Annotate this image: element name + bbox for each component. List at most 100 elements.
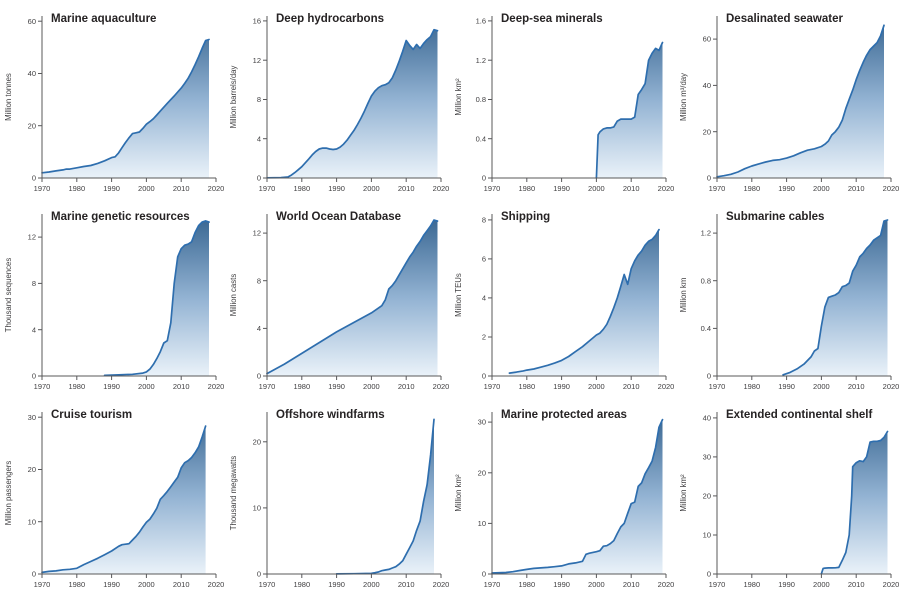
x-tick-label: 2020 bbox=[208, 184, 225, 193]
area-fill bbox=[509, 229, 659, 376]
x-tick-label: 1980 bbox=[293, 580, 310, 589]
x-tick-label: 2020 bbox=[208, 580, 225, 589]
x-tick-label: 1990 bbox=[103, 184, 120, 193]
x-tick-label: 2020 bbox=[883, 580, 900, 589]
y-tick-label: 0 bbox=[257, 174, 261, 183]
area-fill bbox=[104, 220, 209, 376]
y-axis-label: Million km² bbox=[454, 78, 463, 116]
chart-title: Extended continental shelf bbox=[726, 409, 872, 421]
y-tick-label: 0.8 bbox=[476, 95, 486, 104]
area-fill bbox=[596, 42, 663, 178]
x-tick-label: 2000 bbox=[138, 382, 155, 391]
y-tick-label: 30 bbox=[28, 413, 36, 422]
chart-title: Offshore windfarms bbox=[276, 409, 385, 421]
y-tick-label: 20 bbox=[703, 492, 711, 501]
y-tick-label: 20 bbox=[478, 468, 486, 477]
x-tick-label: 2020 bbox=[883, 184, 900, 193]
x-tick-label: 1970 bbox=[259, 184, 276, 193]
chart-extended-continental-shelf: 0 10 20 30 40 1970 1980 1990 2000 2010 2020 Million… bbox=[679, 409, 900, 589]
y-tick-label: 8 bbox=[257, 276, 261, 285]
x-tick-label: 2010 bbox=[848, 580, 865, 589]
y-tick-label: 12 bbox=[28, 233, 36, 242]
x-tick-label: 2020 bbox=[433, 382, 450, 391]
y-tick-label: 0 bbox=[257, 570, 261, 579]
x-tick-label: 1970 bbox=[709, 184, 726, 193]
area-fill bbox=[267, 29, 438, 179]
chart-title: World Ocean Database bbox=[276, 211, 401, 223]
chart-title: Shipping bbox=[501, 211, 550, 223]
data-line bbox=[782, 219, 889, 376]
chart-title: Marine aquaculture bbox=[51, 13, 156, 25]
chart-marine-genetic-resources: 0 4 8 12 1970 1980 1990 2000 2010 2020 Thousand se… bbox=[4, 211, 225, 391]
y-tick-label: 40 bbox=[28, 69, 36, 78]
y-tick-label: 0 bbox=[257, 372, 261, 381]
x-tick-label: 1990 bbox=[553, 382, 570, 391]
x-tick-label: 1980 bbox=[743, 580, 760, 589]
y-axis-label: Million m³/day bbox=[679, 73, 688, 121]
chart-title: Deep-sea minerals bbox=[501, 13, 603, 25]
chart-deep-sea-minerals: 0 0.4 0.8 1.2 1.6 1970 1980 1990 2000 2010 2020 Mil… bbox=[454, 13, 674, 193]
x-tick-label: 2020 bbox=[883, 382, 900, 391]
x-tick-label: 1980 bbox=[293, 382, 310, 391]
x-tick-label: 2020 bbox=[658, 382, 675, 391]
x-tick-label: 1990 bbox=[778, 580, 795, 589]
x-tick-label: 2010 bbox=[848, 184, 865, 193]
x-tick-label: 2010 bbox=[623, 184, 640, 193]
chart-title: Deep hydrocarbons bbox=[276, 13, 384, 25]
y-axis-label: Million barrels/day bbox=[229, 65, 238, 128]
y-tick-label: 12 bbox=[253, 229, 261, 238]
y-axis-label: Million km bbox=[679, 278, 688, 313]
y-tick-label: 10 bbox=[28, 517, 36, 526]
x-tick-label: 2000 bbox=[363, 580, 380, 589]
y-tick-label: 10 bbox=[703, 531, 711, 540]
x-tick-label: 2020 bbox=[208, 382, 225, 391]
chart-desalinated-seawater: 0 20 40 60 1970 1980 1990 2000 2010 2020 Million m… bbox=[679, 13, 900, 193]
chart-offshore-windfarms: 0 10 20 1970 1980 1990 2000 2010 2020 Thousand me… bbox=[229, 409, 449, 589]
x-tick-label: 1980 bbox=[743, 382, 760, 391]
y-tick-label: 0 bbox=[32, 174, 36, 183]
y-tick-label: 4 bbox=[257, 324, 261, 333]
x-tick-label: 1990 bbox=[553, 184, 570, 193]
area-fill bbox=[717, 25, 884, 178]
x-tick-label: 2010 bbox=[173, 382, 190, 391]
chart-title: Marine protected areas bbox=[501, 409, 627, 421]
y-tick-label: 1.6 bbox=[476, 17, 486, 26]
x-tick-label: 1970 bbox=[34, 580, 51, 589]
area-fill bbox=[821, 431, 888, 574]
y-tick-label: 8 bbox=[482, 215, 486, 224]
y-tick-label: 0 bbox=[707, 174, 711, 183]
chart-marine-aquaculture: 0 20 40 60 1970 1980 1990 2000 2010 2020 Million t… bbox=[4, 13, 225, 193]
y-axis-label: Million passengers bbox=[4, 461, 13, 526]
x-tick-label: 1980 bbox=[68, 382, 85, 391]
y-tick-label: 30 bbox=[703, 452, 711, 461]
data-line bbox=[335, 418, 435, 575]
x-tick-label: 2010 bbox=[623, 382, 640, 391]
x-tick-label: 1990 bbox=[778, 184, 795, 193]
area-fill bbox=[492, 419, 663, 574]
y-tick-label: 40 bbox=[703, 81, 711, 90]
x-tick-label: 1990 bbox=[553, 580, 570, 589]
x-tick-label: 1970 bbox=[484, 382, 501, 391]
y-tick-label: 0.8 bbox=[701, 276, 711, 285]
area-fill bbox=[783, 220, 888, 376]
x-tick-label: 1970 bbox=[259, 580, 276, 589]
y-tick-label: 20 bbox=[253, 437, 261, 446]
x-tick-label: 1970 bbox=[259, 382, 276, 391]
chart-title: Cruise tourism bbox=[51, 409, 132, 421]
x-tick-label: 2020 bbox=[658, 580, 675, 589]
y-axis-label: Thousand megawatts bbox=[229, 456, 238, 531]
y-axis-label: Million TEUs bbox=[454, 273, 463, 317]
y-axis-label: Million km² bbox=[679, 474, 688, 512]
data-line bbox=[266, 219, 439, 375]
x-tick-label: 2000 bbox=[138, 580, 155, 589]
x-tick-label: 2000 bbox=[813, 382, 830, 391]
x-tick-label: 2000 bbox=[138, 184, 155, 193]
data-line bbox=[41, 38, 210, 174]
y-tick-label: 0 bbox=[482, 570, 486, 579]
area-fill bbox=[267, 220, 438, 376]
data-line bbox=[266, 28, 439, 179]
area-fill bbox=[336, 419, 434, 574]
data-line bbox=[41, 425, 207, 574]
x-tick-label: 2010 bbox=[623, 580, 640, 589]
y-tick-label: 0.4 bbox=[476, 134, 486, 143]
